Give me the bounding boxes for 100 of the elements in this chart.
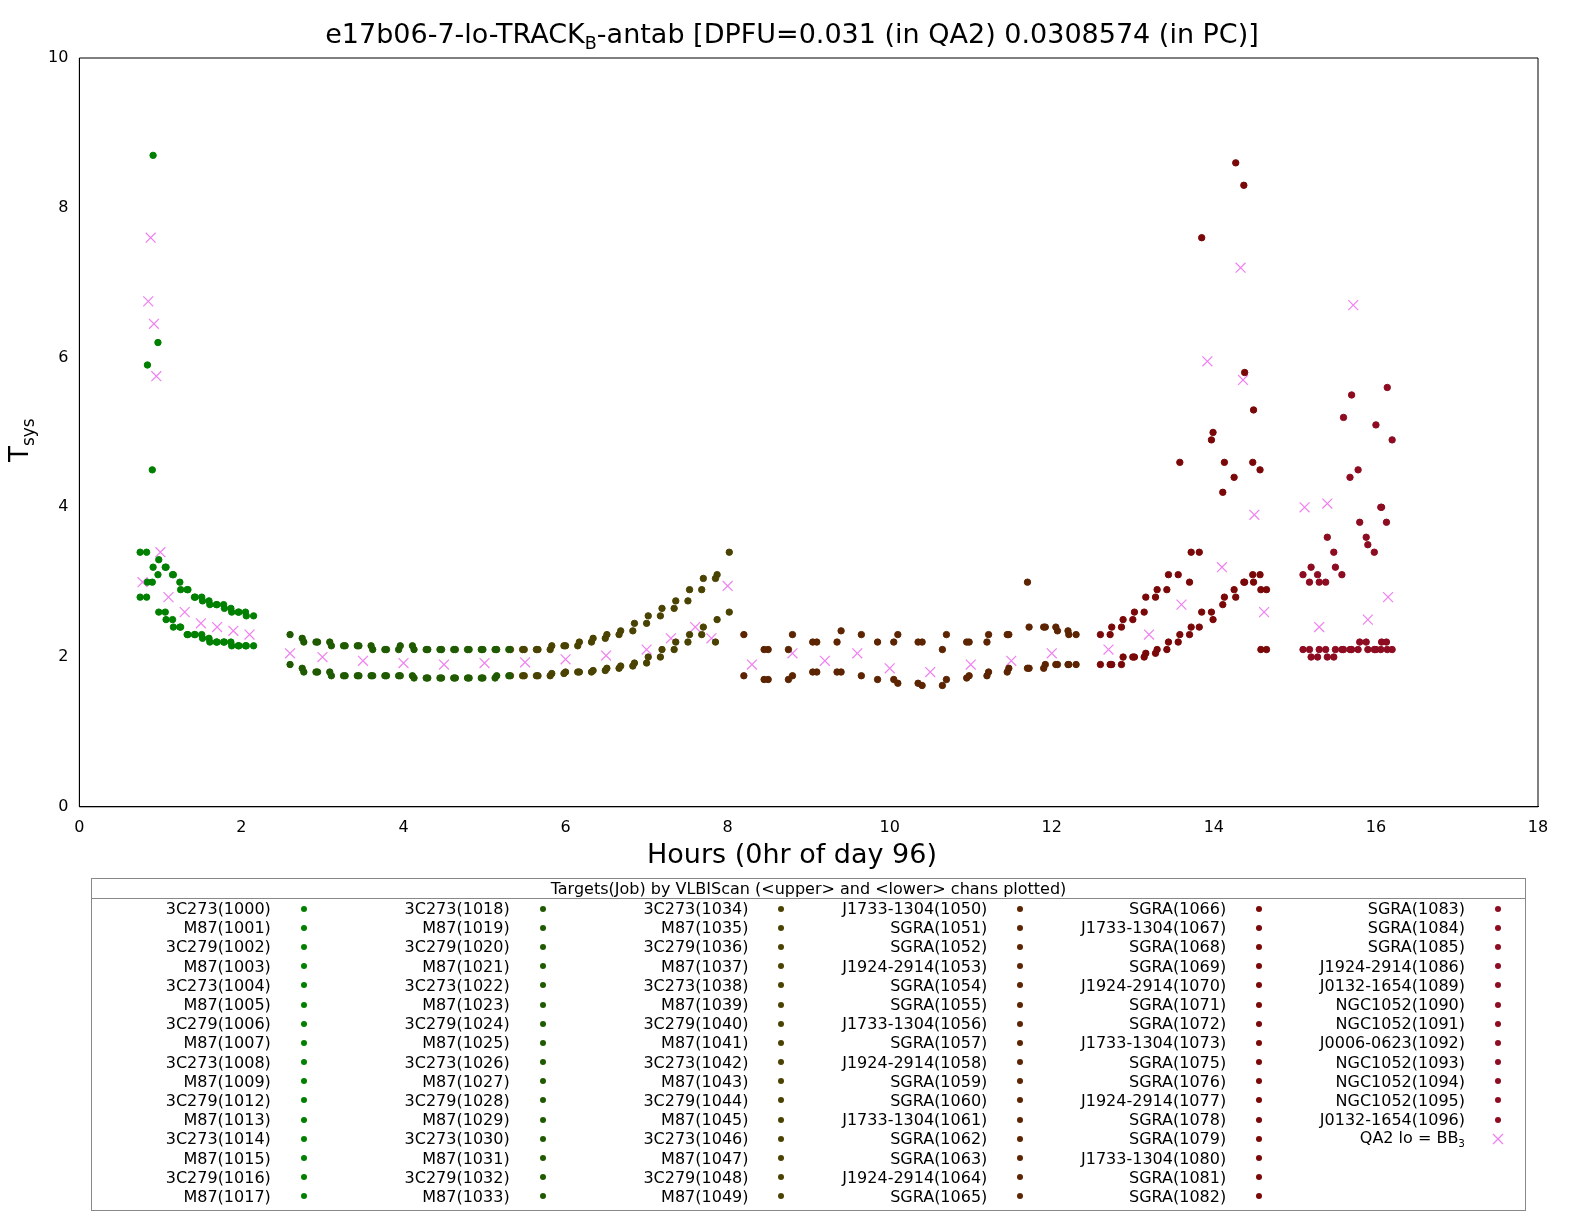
legend-label: SGRA(1079)	[1128, 1129, 1227, 1149]
legend-label: SGRA(1059)	[890, 1071, 988, 1091]
legend-label: 3C279(1012)	[165, 1090, 271, 1110]
legend-label: M87(1023)	[422, 995, 510, 1015]
legend-label: 3C279(1024)	[404, 1014, 510, 1034]
x-tick-label: 6	[560, 816, 571, 836]
legend-title: Targets(Job) by VLBIScan (<upper> and <lower> chans plotted)	[92, 879, 1525, 899]
legend-label: M87(1029)	[422, 1110, 510, 1130]
legend-label: 3C273(1004)	[165, 975, 271, 995]
legend-label: J1733-1304(1056)	[842, 1014, 988, 1034]
y-tick-label: 8	[58, 196, 69, 216]
legend-label: M87(1009)	[183, 1071, 271, 1091]
legend-label: 3C279(1044)	[643, 1090, 749, 1110]
legend-label: J0006-0623(1092)	[1319, 1033, 1465, 1053]
legend-label: J1733-1304(1073)	[1081, 1033, 1227, 1053]
legend-label: M87(1031)	[422, 1148, 510, 1168]
x-tick-label: 18	[1527, 816, 1549, 836]
legend-label: SGRA(1075)	[1128, 1052, 1227, 1072]
legend-label: 3C279(1016)	[165, 1167, 271, 1187]
legend-label: J1924-2914(1086)	[1319, 956, 1465, 976]
x-axis-title: Hours (0hr of day 96)	[646, 838, 938, 869]
legend-label: M87(1019)	[422, 918, 510, 938]
legend-label: M87(1025)	[422, 1033, 510, 1053]
legend-label: 3C273(1000)	[165, 899, 271, 919]
legend-label: QA2 lo = BB$_{3}$	[1359, 1128, 1465, 1150]
legend-label: M87(1041)	[661, 1033, 749, 1053]
legend-label: NGC1052(1094)	[1335, 1071, 1465, 1091]
legend-label: SGRA(1057)	[890, 1033, 988, 1053]
legend-label: NGC1052(1093)	[1335, 1052, 1465, 1072]
legend-label: SGRA(1072)	[1128, 1014, 1227, 1034]
legend-label: J1924-2914(1064)	[842, 1167, 988, 1187]
x-tick-label: 10	[879, 816, 900, 836]
legend-label: 3C273(1022)	[404, 975, 510, 995]
legend-label: J0132-1654(1089)	[1319, 975, 1465, 995]
legend-label: J1733-1304(1067)	[1081, 918, 1227, 938]
legend-label: J1924-2914(1070)	[1081, 975, 1227, 995]
legend-label: M87(1003)	[183, 956, 271, 976]
legend-label: 3C273(1038)	[643, 975, 749, 995]
x-tick-label: 0	[74, 816, 85, 836]
legend-label: 3C279(1002)	[165, 937, 271, 957]
y-tick-label: 4	[58, 496, 69, 516]
legend-label: SGRA(1069)	[1128, 956, 1227, 976]
legend-label: J1733-1304(1080)	[1081, 1148, 1227, 1168]
legend-label: 3C279(1020)	[404, 937, 510, 957]
legend-label: SGRA(1082)	[1128, 1186, 1227, 1206]
legend-label: SGRA(1078)	[1128, 1110, 1227, 1130]
legend-label: J1733-1304(1061)	[842, 1110, 988, 1130]
legend-label: M87(1027)	[422, 1071, 510, 1091]
legend-label: M87(1043)	[661, 1071, 749, 1091]
legend-label: SGRA(1052)	[890, 937, 988, 957]
legend-label: M87(1001)	[183, 918, 271, 938]
legend-label: M87(1007)	[183, 1033, 271, 1053]
legend-label: 3C273(1046)	[643, 1129, 749, 1149]
legend-label: SGRA(1083)	[1367, 899, 1465, 919]
legend-label: M87(1035)	[661, 918, 749, 938]
legend-label: SGRA(1076)	[1128, 1071, 1227, 1091]
legend-label: SGRA(1085)	[1367, 937, 1465, 957]
legend-label: 3C279(1040)	[643, 1014, 749, 1034]
y-tick-label: 10	[48, 47, 69, 67]
legend-label: M87(1049)	[661, 1186, 749, 1206]
legend-label: NGC1052(1091)	[1335, 1014, 1465, 1034]
legend-label: M87(1017)	[183, 1186, 271, 1206]
legend-label: J1733-1304(1050)	[842, 899, 988, 919]
x-tick-label: 2	[236, 816, 247, 836]
legend-label: 3C279(1032)	[404, 1167, 510, 1187]
legend-label: SGRA(1060)	[890, 1090, 988, 1110]
legend-label: M87(1039)	[661, 995, 749, 1015]
legend-label: 3C273(1030)	[404, 1129, 510, 1149]
legend-label: M87(1005)	[183, 995, 271, 1015]
legend-label: 3C273(1026)	[404, 1052, 510, 1072]
legend-label: SGRA(1065)	[890, 1186, 988, 1206]
legend-label: M87(1037)	[661, 956, 749, 976]
legend-label: SGRA(1051)	[890, 918, 988, 938]
legend-label: J1924-2914(1058)	[842, 1052, 988, 1072]
legend-label: SGRA(1054)	[890, 975, 988, 995]
legend-label: 3C273(1018)	[404, 899, 510, 919]
legend-label: 3C279(1028)	[404, 1090, 510, 1110]
legend-label: M87(1033)	[422, 1186, 510, 1206]
legend-label: 3C279(1006)	[165, 1014, 271, 1034]
legend-label: SGRA(1063)	[890, 1148, 988, 1168]
legend-label: 3C279(1036)	[643, 937, 749, 957]
legend-label: 3C279(1048)	[643, 1167, 749, 1187]
legend-label: SGRA(1081)	[1128, 1167, 1227, 1187]
legend-label: SGRA(1066)	[1128, 899, 1227, 919]
legend-label: NGC1052(1090)	[1335, 995, 1465, 1015]
legend-label: NGC1052(1095)	[1335, 1090, 1465, 1110]
legend-label: J1924-2914(1077)	[1081, 1090, 1227, 1110]
legend-label: M87(1045)	[661, 1110, 749, 1130]
legend-label: M87(1015)	[183, 1148, 271, 1168]
legend-label: 3C273(1014)	[165, 1129, 271, 1149]
x-tick-label: 12	[1041, 816, 1062, 836]
legend-label: SGRA(1071)	[1128, 995, 1227, 1015]
legend-label: M87(1021)	[422, 956, 510, 976]
y-tick-label: 6	[58, 346, 69, 366]
legend-label: M87(1047)	[661, 1148, 749, 1168]
chart-title: e17b06-7-lo-TRACK$_{B}$-antab [DPFU=0.031 (in QA2) 0.0308574 (in PC)]	[325, 18, 1259, 54]
legend-label: J0132-1654(1096)	[1319, 1110, 1465, 1130]
legend-label: M87(1013)	[183, 1110, 271, 1130]
legend-label: 3C273(1034)	[643, 899, 749, 919]
x-tick-label: 14	[1203, 816, 1225, 836]
